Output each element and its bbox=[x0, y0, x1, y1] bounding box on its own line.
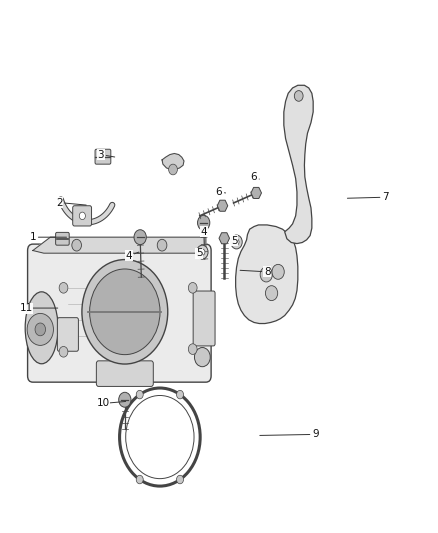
FancyBboxPatch shape bbox=[57, 318, 78, 351]
Circle shape bbox=[136, 475, 143, 484]
FancyBboxPatch shape bbox=[28, 244, 211, 382]
Circle shape bbox=[119, 392, 131, 407]
FancyBboxPatch shape bbox=[73, 206, 92, 226]
Circle shape bbox=[79, 212, 85, 220]
Text: 3: 3 bbox=[97, 150, 104, 159]
Circle shape bbox=[59, 346, 68, 357]
Text: 10: 10 bbox=[96, 399, 110, 408]
FancyBboxPatch shape bbox=[96, 361, 153, 386]
Circle shape bbox=[90, 269, 160, 354]
Circle shape bbox=[234, 239, 239, 245]
Text: 8: 8 bbox=[264, 267, 271, 277]
Circle shape bbox=[294, 91, 303, 101]
Circle shape bbox=[27, 313, 53, 345]
Circle shape bbox=[177, 390, 184, 399]
Circle shape bbox=[231, 235, 242, 249]
Circle shape bbox=[200, 249, 205, 255]
Text: 4: 4 bbox=[126, 251, 133, 261]
FancyBboxPatch shape bbox=[95, 149, 111, 164]
Polygon shape bbox=[33, 237, 206, 253]
Ellipse shape bbox=[25, 292, 58, 364]
Circle shape bbox=[72, 239, 81, 251]
Polygon shape bbox=[236, 225, 298, 324]
Text: 2: 2 bbox=[56, 198, 63, 207]
Circle shape bbox=[265, 286, 278, 301]
Circle shape bbox=[35, 323, 46, 336]
Text: 1: 1 bbox=[29, 232, 36, 242]
Polygon shape bbox=[219, 233, 230, 244]
FancyBboxPatch shape bbox=[56, 232, 69, 245]
Text: 6: 6 bbox=[215, 187, 223, 197]
Circle shape bbox=[82, 260, 168, 364]
Circle shape bbox=[272, 264, 284, 279]
Circle shape bbox=[188, 282, 197, 293]
FancyBboxPatch shape bbox=[193, 291, 215, 346]
Circle shape bbox=[194, 348, 210, 367]
Circle shape bbox=[59, 282, 68, 293]
Polygon shape bbox=[284, 85, 313, 244]
Circle shape bbox=[177, 475, 184, 484]
Circle shape bbox=[169, 164, 177, 175]
Polygon shape bbox=[162, 154, 184, 169]
Circle shape bbox=[188, 344, 197, 354]
Text: 7: 7 bbox=[382, 192, 389, 202]
Text: 6: 6 bbox=[251, 172, 258, 182]
Text: 4: 4 bbox=[200, 227, 207, 237]
Text: 5: 5 bbox=[231, 236, 238, 246]
Circle shape bbox=[134, 230, 146, 245]
Circle shape bbox=[136, 390, 143, 399]
Circle shape bbox=[260, 267, 272, 282]
Text: 11: 11 bbox=[20, 303, 33, 313]
Polygon shape bbox=[217, 200, 228, 211]
Polygon shape bbox=[251, 188, 261, 198]
Text: 5: 5 bbox=[196, 248, 203, 258]
Circle shape bbox=[157, 239, 167, 251]
Circle shape bbox=[198, 215, 210, 230]
Text: 9: 9 bbox=[312, 430, 319, 439]
Circle shape bbox=[197, 245, 208, 259]
